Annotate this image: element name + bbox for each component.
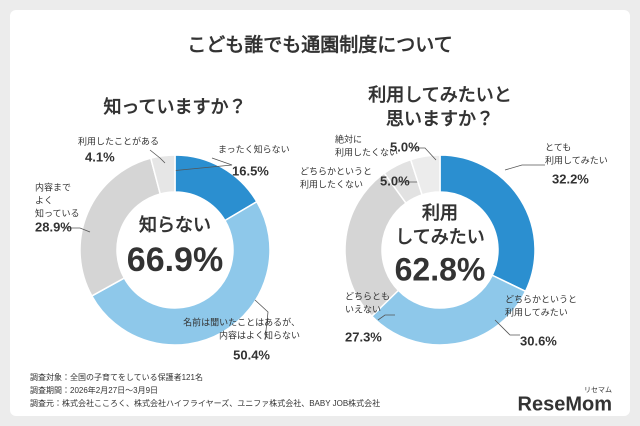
chart-title: 思いますか？ (386, 109, 494, 129)
slice-label: とても (545, 142, 571, 152)
slice-label: 絶対に (335, 133, 362, 144)
value-label: 5.0% (390, 139, 420, 154)
leader-line (377, 314, 395, 321)
slice (370, 274, 527, 346)
leader-line (494, 319, 520, 336)
value-label: 30.6% (520, 333, 557, 348)
center-value: 62.8% (395, 251, 486, 287)
slice-label: 利用したくない (300, 178, 363, 189)
leader-line (62, 227, 91, 233)
slice-label: 利用したことがある (78, 135, 159, 146)
leader-line (159, 157, 233, 173)
slice-label: いえない (345, 304, 381, 314)
slice (90, 200, 271, 346)
value-label: 27.3% (345, 329, 382, 344)
value-label: 28.9% (35, 219, 72, 234)
leader-line (254, 299, 269, 341)
slice-label: 利用してみたい (505, 306, 568, 317)
slice-label: まったく知らない (218, 143, 290, 154)
slice (439, 154, 536, 293)
value-label: 32.2% (552, 171, 589, 186)
value-label: 4.1% (85, 149, 115, 164)
slice (79, 157, 162, 297)
center-label: してみたい (395, 227, 484, 247)
value-label: 16.5% (232, 163, 269, 178)
chart-title: 利用してみたいと (368, 84, 511, 105)
center-label: 知らない (139, 214, 211, 235)
note: 調査対象：全国の子育てをしている保護者121名 (30, 372, 203, 382)
slice-label: 知っている (35, 207, 80, 218)
slice (409, 154, 441, 196)
center-label: 利用 (422, 202, 458, 223)
slice (149, 154, 176, 195)
leader-line (410, 147, 437, 161)
slice-label: 名前は聞いたことはあるが、 (183, 316, 300, 327)
leader-line (149, 149, 166, 164)
slice-label: 利用してみたい (545, 154, 608, 165)
logo: ReseMom (518, 393, 612, 415)
center-value: 66.9% (127, 241, 223, 279)
slice-label: よく (35, 195, 53, 205)
value-label: 5.0% (380, 173, 410, 188)
logo-kana: リセマム (584, 386, 612, 394)
value-label: 50.4% (233, 347, 270, 362)
slice-label: どちらかというと (300, 166, 372, 176)
slice-label: どちらかというと (505, 294, 577, 304)
slice-label: 利用したくない (335, 146, 398, 157)
note: 調査期間：2026年2月27日～3月9日 (30, 385, 158, 395)
slice-label: どちらとも (345, 291, 390, 301)
note: 調査元：株式会社こころく、株式会社ハイフライヤーズ、ユニファ株式会社、BABY … (30, 398, 380, 408)
leader-line (504, 164, 545, 171)
slice-label: 内容まで (35, 181, 71, 192)
slice (344, 172, 407, 318)
main-title: こども誰でも通園制度について (187, 33, 452, 56)
chart-title: 知っていますか？ (103, 96, 246, 117)
slice-label: 内容はよく知らない (219, 329, 300, 340)
